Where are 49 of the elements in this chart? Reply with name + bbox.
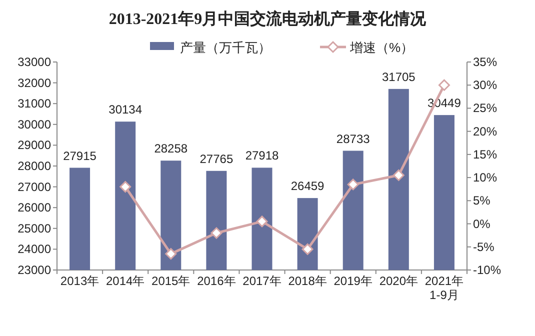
point bbox=[438, 79, 450, 91]
data-label: 30134 bbox=[108, 102, 142, 117]
x-tick-label: 2019年 bbox=[334, 274, 372, 288]
data-label: 28258 bbox=[154, 142, 188, 156]
x-tick-label: 2021年 1-9月 bbox=[424, 274, 464, 302]
y2-tick-label: -10% bbox=[473, 263, 502, 277]
y2-tick-label: 15% bbox=[473, 147, 498, 162]
y2-tick-label: 0% bbox=[473, 216, 491, 231]
y-tick-label: 31000 bbox=[18, 96, 52, 111]
y2-tick-label: 5% bbox=[473, 194, 491, 208]
point bbox=[256, 216, 268, 228]
data-label: 31705 bbox=[382, 70, 416, 84]
y-tick-label: 28000 bbox=[18, 159, 52, 173]
chart-title: 2013-2021年9月中国交流电动机产量变化情况 bbox=[108, 9, 428, 28]
point bbox=[347, 178, 359, 190]
y-tick-label: 25000 bbox=[18, 221, 52, 236]
point bbox=[210, 227, 222, 239]
x-tick-label: 2017年 bbox=[242, 274, 282, 288]
y2-tick-label: 35% bbox=[473, 55, 498, 69]
y-tick-label: 23000 bbox=[18, 263, 52, 277]
y-tick-label: 32000 bbox=[18, 76, 52, 90]
x-tick-label: 2016年 bbox=[197, 274, 236, 288]
y-tick-label: 29000 bbox=[18, 138, 52, 152]
point bbox=[302, 243, 314, 255]
point bbox=[120, 181, 132, 193]
y2-tick-label: 20% bbox=[473, 124, 498, 138]
x-tick-label: 2014年 bbox=[106, 274, 145, 288]
y-tick-label: 30000 bbox=[18, 117, 52, 132]
y2-tick-label: 25% bbox=[473, 101, 498, 116]
y-tick-label: 26000 bbox=[18, 200, 52, 215]
legend-label: 增速（%） bbox=[349, 40, 414, 55]
x-tick-label: 2018年 bbox=[288, 274, 327, 288]
point bbox=[392, 169, 404, 181]
y-tick-label: 27000 bbox=[18, 180, 52, 194]
data-label: 26459 bbox=[290, 179, 325, 194]
y2-tick-label: 30% bbox=[473, 78, 498, 92]
y2-tick-label: 10% bbox=[473, 170, 498, 185]
data-label: 27915 bbox=[63, 148, 97, 163]
legend-label: 产量（万千瓦） bbox=[180, 40, 271, 55]
x-tick-label: 2020年 bbox=[379, 274, 418, 288]
y-tick-label: 24000 bbox=[18, 242, 52, 256]
data-label: 27765 bbox=[200, 152, 234, 166]
data-label: 27918 bbox=[245, 148, 280, 163]
point bbox=[165, 248, 177, 260]
y2-tick-label: -5% bbox=[473, 240, 495, 254]
y-tick-label: 33000 bbox=[18, 55, 52, 69]
x-tick-label: 2013年 bbox=[60, 274, 100, 288]
data-label: 28733 bbox=[336, 132, 370, 146]
x-tick-label: 2015年 bbox=[152, 274, 190, 288]
